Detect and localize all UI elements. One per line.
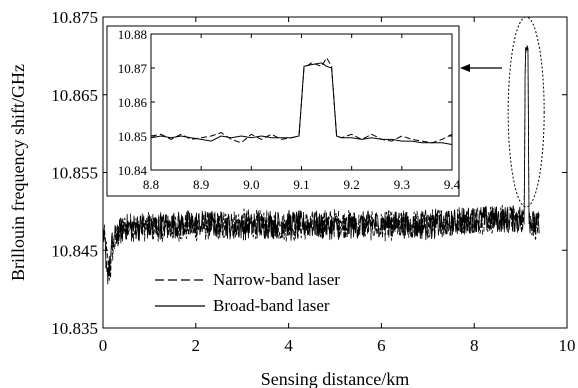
inset-panel	[106, 25, 460, 197]
x-tick-label: 2	[192, 336, 201, 355]
x-tick-label: 4	[284, 336, 293, 355]
legend: Narrow-band laser Broad-band laser	[155, 270, 340, 315]
y-axis-label: Brillouin frequency shift/GHz	[8, 64, 28, 281]
x-tick-label: 6	[377, 336, 386, 355]
x-axis-label: Sensing distance/km	[261, 369, 409, 388]
legend-label-narrow-band: Narrow-band laser	[213, 270, 340, 289]
y-tick-label: 10.875	[51, 8, 98, 27]
x-tick-label: 10	[559, 336, 576, 355]
x-tick-label: 0	[99, 336, 108, 355]
inset-y-tick-label: 10.85	[118, 129, 147, 144]
inset-x-tick-label: 9.3	[394, 177, 410, 192]
peak-highlight-ellipse	[507, 16, 545, 208]
inset-y-tick-label: 10.84	[118, 163, 148, 178]
series-line-broad-band	[102, 46, 540, 285]
y-tick-label: 10.855	[51, 164, 98, 183]
y-tick-label: 10.865	[51, 86, 98, 105]
inset-y-tick-label: 10.87	[118, 61, 148, 76]
inset-x-tick-label: 9.0	[243, 177, 259, 192]
inset-y-tick-label: 10.86	[118, 95, 148, 110]
inset-arrow-head	[460, 64, 470, 72]
inset-plot: 8.8 8.9 9.0 9.1 9.2 9.3 9.4 10.84 10.85 10.86 10.8…	[106, 25, 461, 197]
inset-x-tick-label: 9.2	[344, 177, 360, 192]
inset-series-line-broad-band	[150, 62, 453, 145]
main-plot: 0 2 4 6 8 10 10.835 10.845 10.855 10.865 10.875 Sen…	[8, 8, 576, 388]
inset-y-tick-label: 10.88	[118, 27, 147, 42]
inset-x-tick-label: 9.1	[293, 177, 309, 192]
y-tick-label: 10.835	[51, 319, 98, 338]
inset-x-tick-label: 8.9	[193, 177, 209, 192]
y-tick-label: 10.845	[51, 241, 98, 260]
inset-x-tick-label: 8.8	[143, 177, 159, 192]
inset-x-tick-label: 9.4	[444, 177, 461, 192]
x-tick-label: 8	[470, 336, 479, 355]
legend-label-broad-band: Broad-band laser	[213, 296, 330, 315]
